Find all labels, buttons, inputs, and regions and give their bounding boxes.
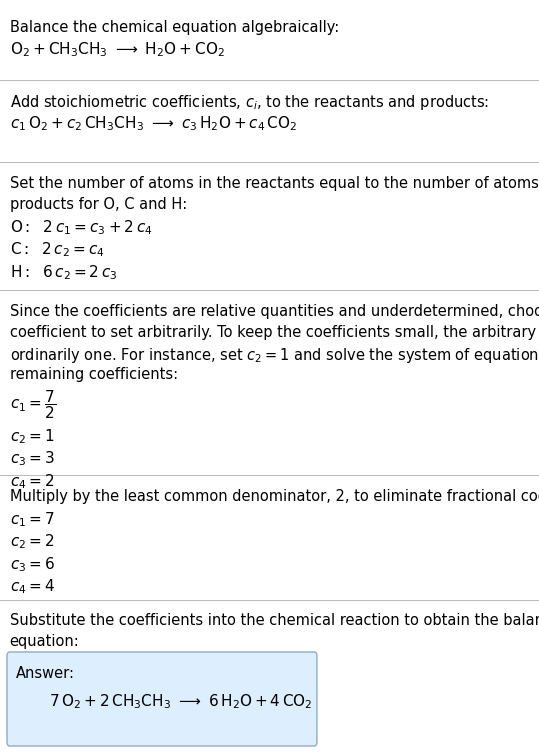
- Text: $c_3 = 6$: $c_3 = 6$: [10, 555, 55, 574]
- Text: remaining coefficients:: remaining coefficients:: [10, 367, 178, 382]
- Text: equation:: equation:: [10, 634, 79, 649]
- Text: $c_1 = \dfrac{7}{2}$: $c_1 = \dfrac{7}{2}$: [10, 388, 56, 421]
- Text: Substitute the coefficients into the chemical reaction to obtain the balanced: Substitute the coefficients into the che…: [10, 613, 539, 628]
- Text: $7\,\mathrm{O_2} + 2\,\mathrm{CH_3CH_3} \ \longrightarrow \ 6\,\mathrm{H_2O} + 4: $7\,\mathrm{O_2} + 2\,\mathrm{CH_3CH_3} …: [49, 692, 312, 711]
- Text: $\mathrm{O_2 + CH_3CH_3 \ \longrightarrow \ H_2O + CO_2}$: $\mathrm{O_2 + CH_3CH_3 \ \longrightarro…: [10, 41, 225, 59]
- Text: Multiply by the least common denominator, 2, to eliminate fractional coefficient: Multiply by the least common denominator…: [10, 489, 539, 504]
- Text: Since the coefficients are relative quantities and underdetermined, choose a: Since the coefficients are relative quan…: [10, 304, 539, 319]
- Text: Add stoichiometric coefficients, $c_i$, to the reactants and products:: Add stoichiometric coefficients, $c_i$, …: [10, 93, 489, 112]
- Text: $c_3 = 3$: $c_3 = 3$: [10, 450, 54, 468]
- Text: $c_2 = 1$: $c_2 = 1$: [10, 427, 54, 446]
- Text: $c_4 = 4$: $c_4 = 4$: [10, 578, 55, 596]
- Text: $\mathrm{C{:}} \ \ 2\,c_2 = c_4$: $\mathrm{C{:}} \ \ 2\,c_2 = c_4$: [10, 241, 105, 259]
- Text: $c_1 = 7$: $c_1 = 7$: [10, 510, 54, 529]
- Text: Set the number of atoms in the reactants equal to the number of atoms in the: Set the number of atoms in the reactants…: [10, 176, 539, 191]
- Text: ordinarily one. For instance, set $c_2 = 1$ and solve the system of equations fo: ordinarily one. For instance, set $c_2 =…: [10, 346, 539, 365]
- Text: Balance the chemical equation algebraically:: Balance the chemical equation algebraica…: [10, 20, 339, 35]
- Text: Answer:: Answer:: [16, 666, 75, 681]
- Text: $c_1\,\mathrm{O_2} + c_2\,\mathrm{CH_3CH_3} \ \longrightarrow \ c_3\,\mathrm{H_2: $c_1\,\mathrm{O_2} + c_2\,\mathrm{CH_3CH…: [10, 114, 297, 133]
- Text: coefficient to set arbitrarily. To keep the coefficients small, the arbitrary va: coefficient to set arbitrarily. To keep …: [10, 325, 539, 340]
- Text: $c_4 = 2$: $c_4 = 2$: [10, 472, 54, 491]
- FancyBboxPatch shape: [7, 652, 317, 746]
- Text: $c_2 = 2$: $c_2 = 2$: [10, 532, 54, 551]
- Text: $\mathrm{O{:}} \ \ 2\,c_1 = c_3 + 2\,c_4$: $\mathrm{O{:}} \ \ 2\,c_1 = c_3 + 2\,c_4…: [10, 218, 152, 237]
- Text: products for O, C and H:: products for O, C and H:: [10, 197, 187, 212]
- Text: $\mathrm{H{:}} \ \ 6\,c_2 = 2\,c_3$: $\mathrm{H{:}} \ \ 6\,c_2 = 2\,c_3$: [10, 263, 117, 282]
